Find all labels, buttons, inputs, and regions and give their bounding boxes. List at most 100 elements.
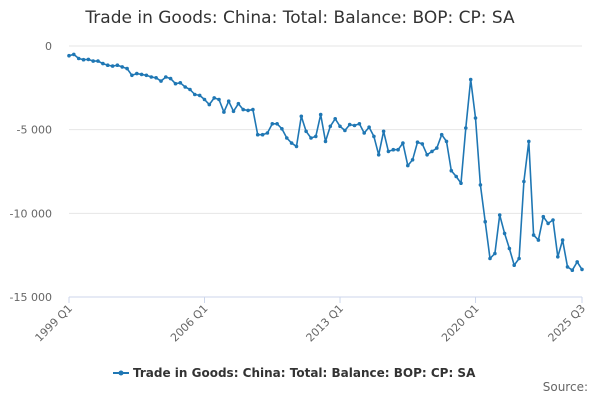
data-point[interactable] (168, 76, 173, 81)
data-point[interactable] (430, 149, 434, 154)
data-point[interactable] (406, 163, 410, 168)
data-point[interactable] (444, 139, 449, 144)
data-point[interactable] (338, 124, 342, 129)
data-point[interactable] (159, 79, 163, 83)
data-point[interactable] (367, 125, 371, 129)
data-point[interactable] (565, 265, 570, 269)
data-point[interactable] (309, 136, 313, 140)
data-point[interactable] (401, 141, 405, 145)
data-point[interactable] (560, 238, 565, 242)
data-point[interactable] (347, 122, 352, 127)
data-point[interactable] (280, 127, 284, 131)
data-point[interactable] (314, 134, 318, 139)
legend[interactable]: Trade in Goods: China: Total: Balance: B… (113, 366, 476, 380)
data-point[interactable] (502, 231, 507, 236)
data-point[interactable] (376, 153, 381, 157)
data-point[interactable] (188, 87, 192, 92)
series-line-group[interactable] (67, 52, 584, 273)
data-point[interactable] (81, 57, 86, 62)
source-label[interactable]: Source: (542, 380, 588, 394)
data-point[interactable] (294, 144, 299, 149)
data-point[interactable] (299, 114, 304, 119)
data-point[interactable] (275, 122, 279, 126)
data-point[interactable] (551, 218, 555, 222)
data-point[interactable] (207, 102, 212, 107)
data-point[interactable] (67, 53, 71, 58)
data-point[interactable] (488, 256, 492, 261)
data-point[interactable] (236, 101, 241, 106)
data-point[interactable] (304, 129, 308, 134)
data-point[interactable] (120, 65, 124, 69)
data-point[interactable] (362, 131, 367, 135)
data-point[interactable] (468, 77, 473, 82)
data-point[interactable] (527, 139, 531, 144)
data-point[interactable] (522, 179, 526, 184)
data-point[interactable] (570, 268, 575, 273)
data-point[interactable] (251, 107, 255, 112)
data-point[interactable] (512, 263, 516, 268)
data-point[interactable] (546, 221, 550, 226)
data-point[interactable] (149, 75, 154, 79)
data-point[interactable] (541, 214, 546, 219)
data-point[interactable] (493, 251, 497, 256)
data-point[interactable] (197, 93, 202, 98)
data-point[interactable] (265, 131, 270, 135)
data-point[interactable] (328, 124, 333, 129)
data-point[interactable] (270, 122, 275, 126)
data-point[interactable] (483, 219, 488, 224)
data-point[interactable] (101, 61, 105, 66)
data-point[interactable] (352, 123, 357, 128)
data-point[interactable] (212, 96, 216, 100)
data-point[interactable] (435, 146, 439, 150)
data-point[interactable] (531, 233, 536, 237)
data-point[interactable] (478, 183, 483, 187)
data-point[interactable] (173, 81, 178, 86)
data-point[interactable] (164, 75, 168, 79)
data-point[interactable] (231, 109, 236, 114)
data-point[interactable] (449, 168, 454, 173)
data-point[interactable] (396, 147, 400, 152)
data-point[interactable] (125, 66, 129, 71)
data-point[interactable] (464, 126, 468, 130)
data-point[interactable] (202, 97, 207, 102)
legend-label[interactable]: Trade in Goods: China: Total: Balance: B… (133, 366, 476, 380)
data-point[interactable] (178, 81, 183, 85)
data-point[interactable] (454, 174, 459, 179)
data-point[interactable] (217, 97, 221, 102)
data-point[interactable] (115, 63, 120, 67)
data-point[interactable] (425, 153, 429, 157)
data-point[interactable] (110, 64, 115, 68)
data-point[interactable] (139, 72, 144, 77)
data-point[interactable] (420, 142, 425, 146)
data-point[interactable] (154, 76, 158, 80)
data-point[interactable] (459, 181, 463, 185)
data-point[interactable] (517, 256, 521, 261)
data-point[interactable] (255, 132, 260, 137)
data-point[interactable] (381, 129, 386, 134)
data-point[interactable] (536, 238, 541, 242)
data-point[interactable] (241, 107, 245, 112)
data-point[interactable] (391, 147, 396, 152)
data-point[interactable] (130, 73, 134, 78)
data-point[interactable] (473, 116, 478, 120)
data-point[interactable] (86, 57, 91, 62)
data-point[interactable] (76, 56, 81, 61)
data-point[interactable] (439, 132, 444, 137)
data-point[interactable] (497, 213, 502, 217)
data-point[interactable] (507, 246, 512, 251)
data-point[interactable] (222, 110, 226, 114)
data-point[interactable] (575, 260, 579, 264)
data-point[interactable] (144, 73, 149, 78)
data-point[interactable] (183, 85, 187, 89)
data-point[interactable] (386, 149, 391, 154)
data-point[interactable] (91, 59, 95, 63)
data-point[interactable] (580, 267, 584, 272)
data-point[interactable] (226, 99, 231, 103)
data-point[interactable] (372, 134, 376, 139)
data-point[interactable] (96, 59, 100, 63)
data-point[interactable] (193, 92, 197, 97)
data-point[interactable] (343, 128, 347, 133)
data-point[interactable] (260, 132, 265, 137)
data-point[interactable] (556, 254, 560, 259)
data-point[interactable] (415, 140, 420, 144)
